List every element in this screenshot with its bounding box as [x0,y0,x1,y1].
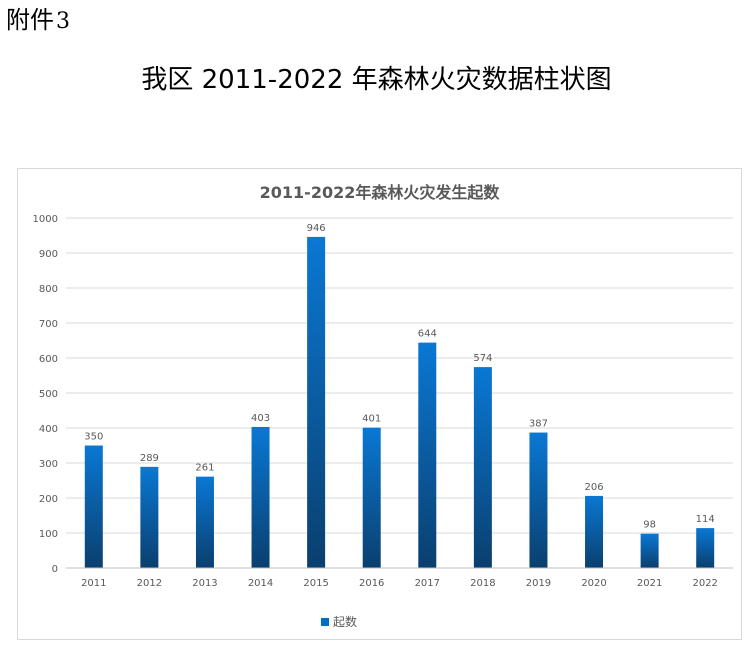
legend: 起数 [321,613,357,630]
data-label: 350 [84,432,103,443]
bar [640,533,659,568]
y-tick-label: 400 [39,424,58,435]
x-tick-label: 2018 [470,578,495,589]
bar [251,426,270,568]
y-tick-label: 800 [39,284,58,295]
data-label: 206 [584,482,603,493]
y-tick-label: 700 [39,319,58,330]
x-tick-label: 2015 [303,578,328,589]
bar [418,342,437,568]
bar-chart: 0 100 200 300 400 500 600 700 800 900 1000 350 2011 2… [33,214,733,589]
y-tick-label: 600 [39,354,58,365]
bar [195,476,214,568]
data-label: 401 [362,414,381,425]
attachment-number: 3 [56,9,70,34]
bar [585,495,604,568]
attachment-label: 附件3 [6,6,70,36]
bar [473,367,492,568]
data-label: 114 [696,514,715,525]
x-tick-label: 2011 [81,578,106,589]
data-label: 403 [251,413,270,424]
x-tick-label: 2016 [359,578,384,589]
data-label: 644 [418,329,437,340]
data-label: 946 [307,223,326,234]
y-tick-label: 900 [39,249,58,260]
bar [140,466,159,568]
x-tick-label: 2022 [692,578,717,589]
x-tick-label: 2019 [526,578,551,589]
chart-frame: 2011-2022年森林火灾发生起数 0 100 200 300 400 500 600 70… [17,168,742,640]
x-tick-label: 2021 [637,578,662,589]
y-tick-label: 100 [39,529,58,540]
x-tick-label: 2013 [192,578,217,589]
legend-label: 起数 [333,615,358,629]
x-tick-label: 2017 [415,578,440,589]
y-tick-label: 1000 [33,214,58,225]
chart-title: 2011-2022年森林火灾发生起数 [259,183,500,202]
x-tick-label: 2014 [248,578,273,589]
x-tick-label: 2012 [137,578,162,589]
bar [362,427,381,568]
legend-swatch [321,617,329,626]
y-tick-label: 0 [52,564,58,575]
x-tick-label: 2020 [581,578,606,589]
y-tick-label: 500 [39,389,58,400]
bar [529,432,548,568]
data-label: 289 [140,453,159,464]
data-label: 98 [643,520,656,531]
attachment-label-text: 附件 [6,6,54,34]
data-label: 261 [195,463,214,474]
document-title: 我区 2011-2022 年森林火灾数据柱状图 [141,65,612,95]
y-tick-label: 300 [39,459,58,470]
y-tick-label: 200 [39,494,58,505]
bar [307,236,326,568]
bar [84,445,103,568]
data-label: 387 [529,419,548,430]
bar [696,528,715,568]
data-label: 574 [473,353,492,364]
